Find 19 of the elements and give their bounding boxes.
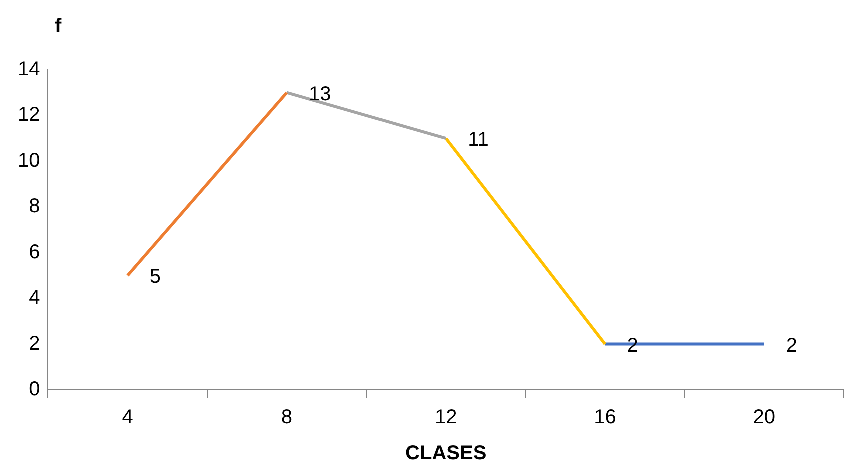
x-tick-label: 20 — [753, 406, 776, 429]
x-tick-label: 12 — [435, 406, 458, 429]
y-tick-label: 8 — [29, 196, 40, 218]
y-tick-label: 14 — [18, 58, 40, 81]
y-tick-label: 0 — [29, 378, 40, 401]
y-tick-label: 12 — [18, 104, 40, 126]
x-tick-label: 4 — [122, 406, 134, 429]
x-axis-title: CLASES — [406, 442, 487, 465]
data-label: 13 — [308, 83, 332, 106]
x-tick-label: 16 — [594, 406, 616, 429]
x-tick-label: 8 — [281, 406, 293, 429]
data-label: 11 — [468, 129, 489, 152]
y-tick-label: 10 — [18, 150, 40, 172]
data-label: 2 — [786, 334, 798, 357]
y-tick-label: 2 — [29, 332, 40, 355]
y-tick-label: 6 — [29, 241, 40, 264]
y-tick-label: 4 — [29, 287, 40, 310]
y-axis-title: f — [55, 16, 62, 38]
data-label: 5 — [150, 266, 161, 288]
